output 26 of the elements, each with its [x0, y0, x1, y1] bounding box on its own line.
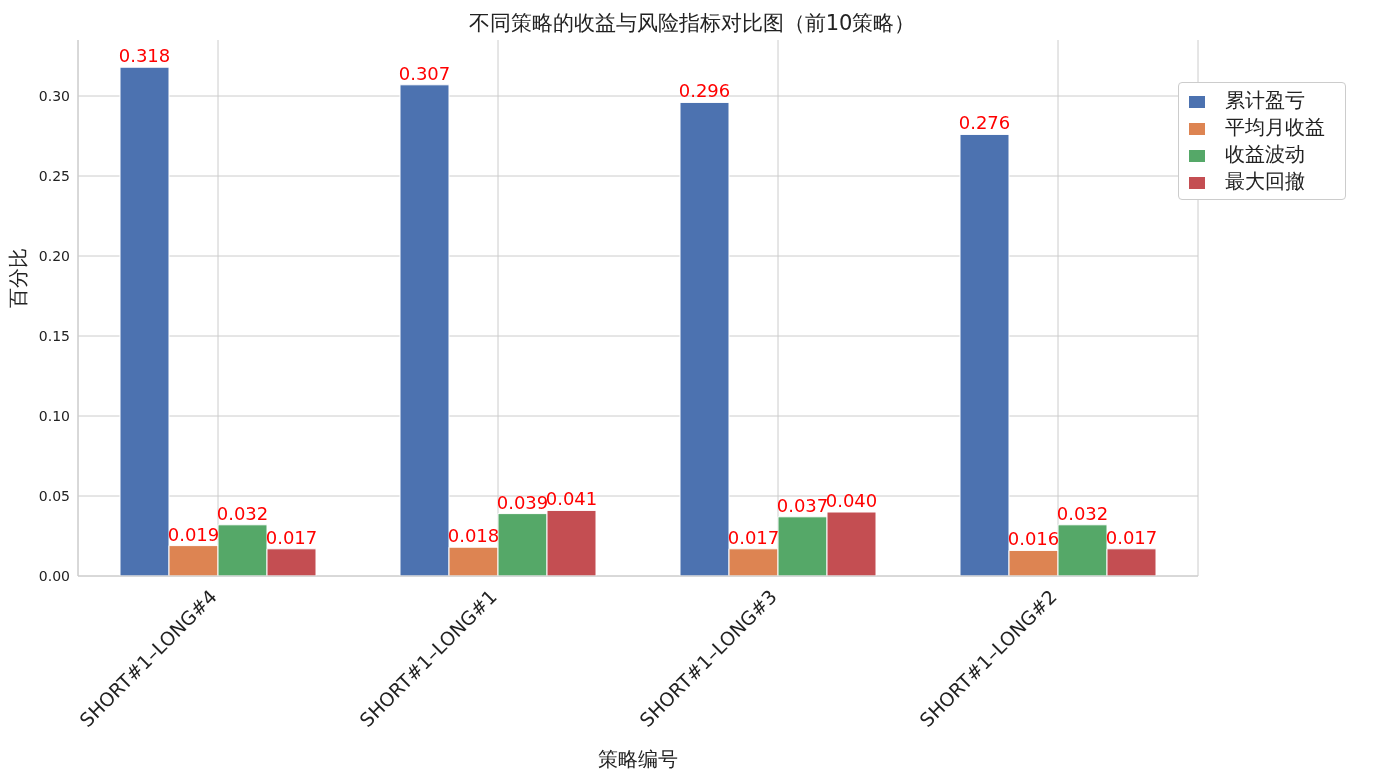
data-label: 0.032 [216, 502, 269, 524]
y-tick-label: 0.25 [38, 167, 70, 184]
data-label: 0.318 [118, 45, 171, 67]
chart-title: 不同策略的收益与风险指标对比图（前10策略） [467, 10, 917, 37]
y-tick-label: 0.20 [38, 247, 70, 264]
y-tick-label: 0.05 [38, 487, 70, 504]
data-label: 0.018 [447, 525, 500, 547]
legend-label: 累计盈亏 [1225, 88, 1305, 112]
data-label: 0.017 [1105, 526, 1158, 548]
data-label: 0.017 [727, 526, 780, 548]
y-tick-label: 0.15 [38, 327, 70, 344]
data-label: 0.017 [265, 526, 318, 548]
y-tick-label: 0.30 [38, 87, 70, 104]
data-label: 0.016 [1007, 528, 1060, 550]
data-label: 0.019 [167, 523, 220, 545]
legend-label: 收益波动 [1225, 142, 1305, 166]
data-label: 0.032 [1056, 502, 1109, 524]
data-label: 0.276 [958, 112, 1011, 134]
data-label: 0.307 [398, 62, 451, 84]
y-axis-title: 百分比 [6, 248, 31, 308]
legend-label: 最大回撤 [1225, 169, 1305, 193]
legend-label: 平均月收益 [1225, 115, 1325, 139]
x-axis-title: 策略编号 [598, 747, 678, 771]
y-tick-label: 0.10 [38, 407, 70, 424]
data-label: 0.296 [678, 80, 731, 102]
y-tick-label: 0.00 [38, 567, 70, 584]
